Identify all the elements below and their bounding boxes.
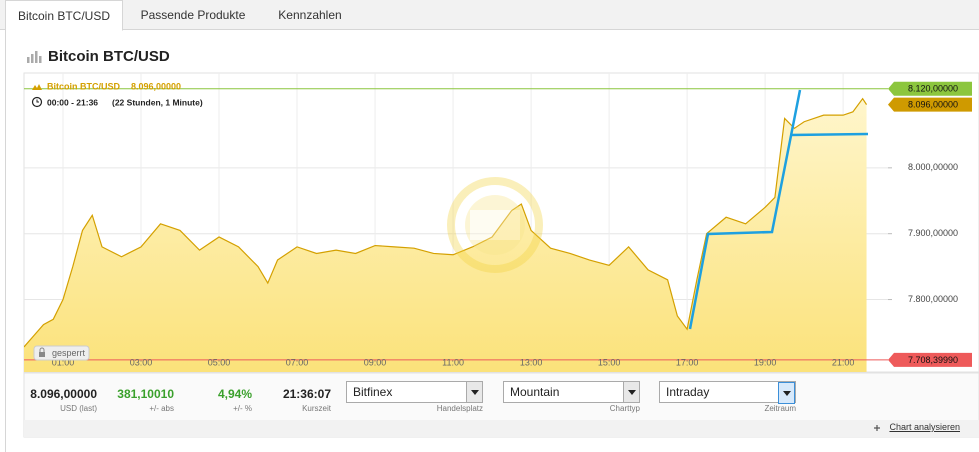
trend-drawing [688,89,869,330]
value-badge [888,97,972,112]
info-value: 4,94% [217,387,252,401]
info-label: +/- abs [149,404,174,413]
link-icon [874,425,880,431]
tab[interactable]: Bitcoin BTC/USD [5,0,123,31]
info-label: USD (last) [60,404,97,413]
watermark [447,177,543,273]
y-tick-label: 7.800,00000 [908,294,958,304]
info-value: 8.096,00000 [30,387,97,401]
dropdown-label: Handelsplatz [436,404,483,413]
x-tick-label: 09:00 [364,357,387,367]
dropdown[interactable]: Bitfinex [346,381,483,403]
dropdown[interactable]: Intraday [659,381,796,404]
tab[interactable]: Passende Produkte [140,8,246,22]
dropdown-value: Mountain [510,385,560,399]
value-badge [888,81,972,96]
x-tick-label: 05:00 [208,357,231,367]
info-value: 381,10010 [117,387,174,401]
x-tick-label: 01:00 [52,357,75,367]
info-label: Kurszeit [302,404,331,413]
legend-value: 8.096,00000 [131,81,181,91]
value-badge-label: 8.120,00000 [908,84,958,94]
page-title: Bitcoin BTC/USD [48,48,170,65]
info-value: 21:36:07 [282,387,331,401]
info-label: +/- % [233,404,252,413]
x-tick-label: 07:00 [286,357,309,367]
dropdown[interactable]: Mountain [503,381,640,403]
period: 00:00 - 21:36 [47,97,98,107]
dropdown-button [466,382,482,402]
dropdown-label: Charttyp [609,404,640,413]
x-tick-label: 03:00 [130,357,153,367]
x-tick-label: 13:00 [520,357,543,367]
duration: (22 Stunden, 1 Minute) [112,97,203,107]
dropdown-button [778,382,795,404]
value-badge-label: 7.708,39990 [908,355,958,365]
dropdown-value: Intraday [666,385,710,399]
dropdown-button [623,382,639,402]
panel [5,30,979,452]
legend-label: Bitcoin BTC/USD [47,81,120,91]
y-tick-label: 8.000,00000 [908,162,958,172]
legend: Bitcoin BTC/USD 8.096,00000 00:00 - 21:3… [31,81,203,107]
analyze-link[interactable]: Chart analysieren [889,422,960,432]
price-line [24,97,868,348]
dropdown-label: Zeitraum [764,404,796,413]
x-tick-label: 15:00 [598,357,621,367]
footer-bg [24,420,979,437]
x-tick-label: 17:00 [676,357,699,367]
chart-icon [27,51,42,63]
dropdown-value: Bitfinex [353,385,393,399]
area [24,98,867,372]
tab-bar: Bitcoin BTC/USD Passende Produkte Kennza… [0,0,979,31]
x-tick-label: 11:00 [442,357,464,367]
x-tick-label: 19:00 [754,357,777,367]
value-badge [888,352,972,367]
locked-label: gesperrt [52,348,86,358]
lock-badge: gesperrt [33,345,90,361]
tab[interactable]: Kennzahlen [278,8,342,22]
y-tick-label: 7.900,00000 [908,228,958,238]
value-badge-label: 8.096,00000 [908,99,958,109]
x-tick-label: 21:00 [832,357,855,367]
